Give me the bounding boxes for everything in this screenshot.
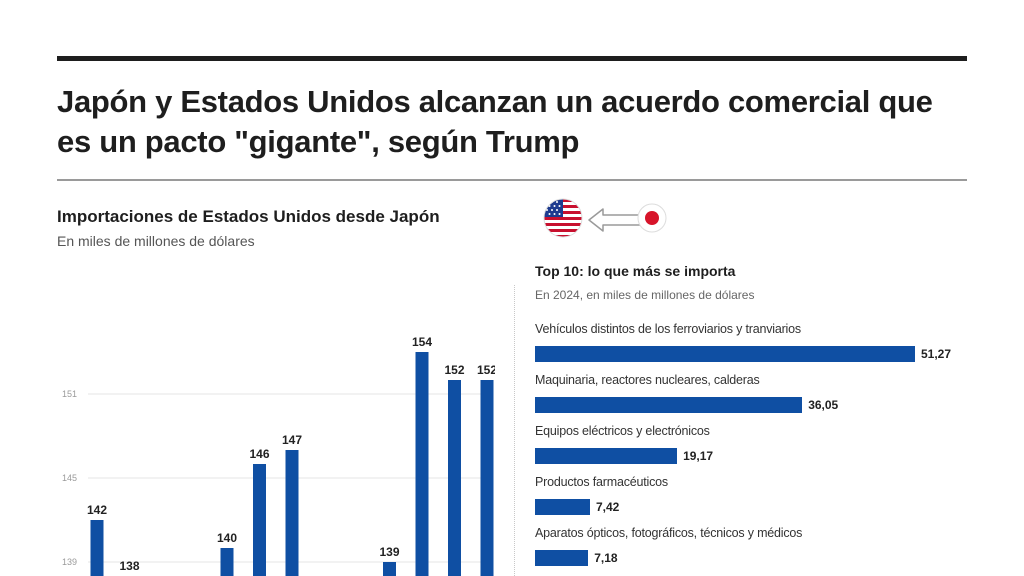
chart-subtitle: En miles de millones de dólares <box>57 233 255 249</box>
category-label: Equipos eléctricos y electrónicos <box>535 424 710 438</box>
bar-value-label: 147 <box>282 433 302 447</box>
y-tick-label: 145 <box>62 473 77 483</box>
bar-value-label: 146 <box>249 447 269 461</box>
bar <box>220 548 234 576</box>
y-tick-label: 139 <box>62 557 77 567</box>
bar <box>90 520 104 576</box>
chart-separator <box>514 285 515 576</box>
top10-item: Vehículos distintos de los ferroviarios … <box>535 320 975 371</box>
category-label: Aparatos ópticos, fotográficos, técnicos… <box>535 526 803 540</box>
top10-list: Vehículos distintos de los ferroviarios … <box>535 320 975 575</box>
japan-flag-icon <box>637 203 667 233</box>
top10-subtitle: En 2024, en miles de millones de dólares <box>535 288 755 302</box>
hbar <box>535 499 590 515</box>
bar-value-label: 139 <box>379 545 399 559</box>
bar-value-label: 154 <box>412 335 432 349</box>
bar-value-label: 138 <box>119 559 139 573</box>
chart-title: Importaciones de Estados Unidos desde Ja… <box>57 207 440 226</box>
bar-value-label: 152 <box>477 363 495 377</box>
bar <box>383 562 396 576</box>
bar <box>448 380 461 576</box>
category-label: Vehículos distintos de los ferroviarios … <box>535 322 801 336</box>
top10-title: Top 10: lo que más se importa <box>535 263 736 279</box>
hbar-value-label: 7,18 <box>594 551 618 565</box>
top10-item: Productos farmacéuticos 7,42 <box>535 473 975 524</box>
hbar <box>535 397 803 413</box>
hbar-value-label: 19,17 <box>683 449 714 463</box>
us-flag-icon <box>543 198 583 238</box>
hbar <box>535 550 589 566</box>
headline: Japón y Estados Unidos alcanzan un acuer… <box>57 84 933 159</box>
bar <box>253 464 266 576</box>
annual-imports-bar-chart: 151 145 139 142 138 140 146 147 139 154 152 152 <box>62 335 495 576</box>
top-rule <box>57 56 967 61</box>
hbar <box>535 448 678 464</box>
bar <box>285 450 299 576</box>
divider <box>57 179 967 181</box>
category-label: Productos farmacéuticos <box>535 475 668 489</box>
category-label: Maquinaria, reactores nucleares, caldera… <box>535 373 760 387</box>
y-tick-label: 151 <box>62 389 77 399</box>
top10-item: Equipos eléctricos y electrónicos 19,17 <box>535 422 975 473</box>
bar <box>415 352 429 576</box>
bar-value-label: 140 <box>217 531 237 545</box>
bar <box>480 380 494 576</box>
top10-item: Aparatos ópticos, fotográficos, técnicos… <box>535 524 975 575</box>
hbar-value-label: 7,42 <box>595 500 620 514</box>
bar-value-label: 142 <box>87 503 107 517</box>
top10-item: Maquinaria, reactores nucleares, caldera… <box>535 371 975 422</box>
hbar-value-label: 36,05 <box>808 398 839 412</box>
hbar-value-label: 51,27 <box>921 347 952 361</box>
hbar <box>535 346 915 362</box>
bar-value-label: 152 <box>444 363 464 377</box>
